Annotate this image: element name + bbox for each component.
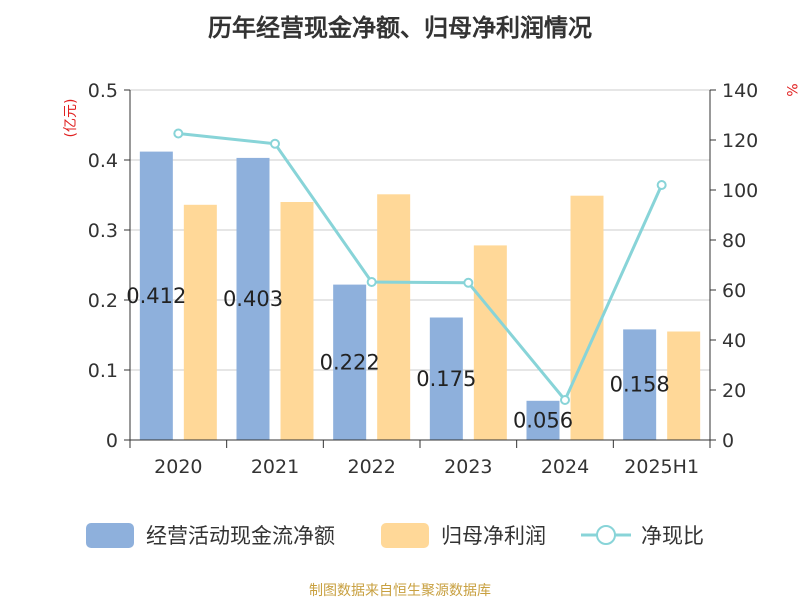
data-label: 0.222	[320, 350, 380, 374]
bar-net-profit	[667, 331, 701, 440]
y-right-tick-label: 0	[722, 430, 734, 452]
y-right-tick-label: 140	[722, 80, 758, 102]
data-label: 0.412	[126, 284, 186, 308]
bar-net-profit	[570, 195, 604, 440]
x-tick-label: 2021	[251, 456, 299, 478]
bar-net-profit	[280, 202, 314, 440]
data-label: 0.158	[610, 373, 670, 397]
bar-net-profit	[473, 245, 507, 440]
axes: 0 0.1 0.2 0.3 0.4 0.5 0 20 40 60 80 100 120 140 (亿元)% 2…	[63, 80, 799, 478]
data-label: 0.056	[513, 408, 573, 432]
line-point	[463, 277, 474, 288]
y-left-axis-label: (亿元)	[63, 99, 79, 138]
y-right-tick-label: 40	[722, 330, 746, 352]
y-right-tick-label: 120	[722, 130, 758, 152]
x-tick-label: 2025H1	[624, 456, 699, 478]
line-point	[270, 138, 280, 149]
y-left-tick-label: 0.1	[88, 360, 118, 382]
y-left-tick-label: 0.2	[88, 290, 118, 312]
bars	[139, 151, 701, 440]
data-label: 0.175	[416, 367, 476, 391]
bar-cash-flow	[236, 157, 270, 440]
line-point	[173, 128, 184, 139]
bar-cash-flow	[429, 317, 463, 440]
data-label: 0.403	[223, 287, 283, 311]
legend-label-cash-flow: 经营活动现金流净额	[146, 524, 335, 548]
bar-cash-flow	[139, 151, 173, 440]
legend-swatch-cash-flow	[86, 523, 134, 548]
y-left-tick-label: 0	[106, 430, 118, 452]
legend-swatch-net-profit	[381, 523, 429, 548]
legend-swatch-ratio-marker	[596, 525, 616, 545]
x-tick-label: 2024	[541, 456, 589, 478]
chart-title: 历年经营现金净额、归母净利润情况	[208, 14, 592, 42]
y-right-tick-label: 20	[722, 380, 746, 402]
legend-label-net-profit: 归母净利润	[441, 524, 546, 548]
x-tick-label: 2022	[347, 456, 395, 478]
y-right-tick-label: 80	[722, 230, 746, 252]
bar-cash-flow	[623, 329, 657, 440]
x-tick-label: 2023	[444, 456, 492, 478]
y-left-tick-label: 0.3	[88, 220, 118, 242]
y-left-tick-label: 0.4	[88, 150, 118, 172]
source-note: 制图数据来自恒生聚源数据库	[309, 583, 491, 599]
y-right-tick-label: 100	[722, 180, 758, 202]
bar-net-profit	[377, 194, 411, 440]
grid-lines	[130, 89, 710, 371]
data-labels: 0.412 0.403 0.222 0.175 0.056 0.158	[126, 284, 669, 433]
line-net-cash-ratio	[178, 132, 664, 403]
line-series	[173, 128, 667, 405]
y-right-axis-label: %	[783, 83, 799, 96]
line-point	[560, 395, 570, 405]
y-left-tick-label: 0.5	[88, 80, 118, 102]
y-right-tick-label: 60	[722, 280, 746, 302]
bar-cash-flow	[333, 284, 367, 440]
legend: 经营活动现金流净额 归母净利润 净现比	[86, 523, 704, 548]
legend-label-ratio: 净现比	[641, 524, 704, 548]
line-point	[366, 277, 377, 287]
bar-net-profit	[183, 204, 217, 440]
x-tick-label: 2020	[154, 456, 202, 478]
line-point	[656, 180, 667, 190]
bar-cash-flow	[526, 400, 560, 440]
